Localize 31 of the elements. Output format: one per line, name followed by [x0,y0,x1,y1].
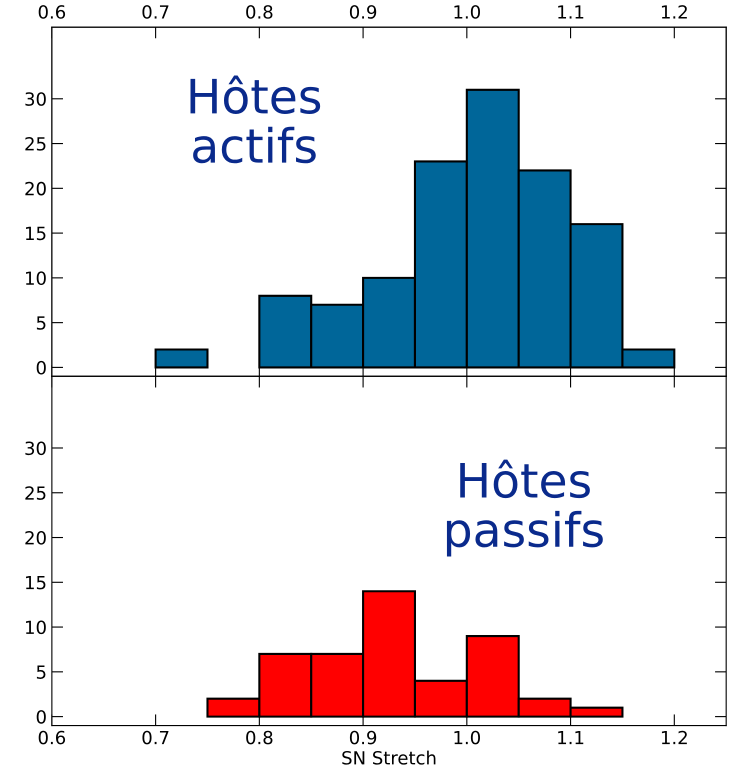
x-tick-label: 1.2 [662,730,687,744]
x2-tick-label: 1.2 [662,5,687,19]
y-tick-label: 20 [25,182,46,196]
y-tick-label: 0 [36,360,46,375]
x-tick-label: 1.0 [454,730,480,744]
x-tick-label: 0.9 [350,730,376,744]
y-tick-label: 30 [25,441,46,456]
y-tick-label: 25 [25,137,46,151]
y-tick-label: 25 [25,486,46,500]
x2-tick-label: 1.0 [454,5,480,19]
x2-tick-label: 1.1 [558,5,584,19]
y-tick-label: 5 [36,316,46,330]
x-tick-label: 1.1 [558,730,584,744]
x2-tick-label: 0.7 [142,5,168,19]
y-tick-label: 15 [26,576,46,590]
x-tick-label: 0.8 [246,730,272,744]
y-tick-label: 0 [36,710,46,724]
x-tick-label: 0.6 [38,730,66,744]
y-tick-label: 5 [36,666,46,679]
annotation: Hôtes passifs [446,460,603,557]
y-tick-label: 10 [26,620,46,634]
x2-tick-label: 0.8 [246,5,272,19]
y-tick-label: 15 [26,226,46,240]
annotation: Hôtes actifs [190,76,320,164]
x-axis-title: SN Stretch [342,750,436,765]
x-tick-label: 0.7 [142,730,168,744]
x2-tick-label: 0.6 [38,5,66,19]
y-tick-label: 20 [25,530,46,545]
y-tick-label: 10 [26,271,46,285]
y-tick-label: 30 [25,92,46,106]
x2-tick-label: 0.9 [350,5,376,19]
